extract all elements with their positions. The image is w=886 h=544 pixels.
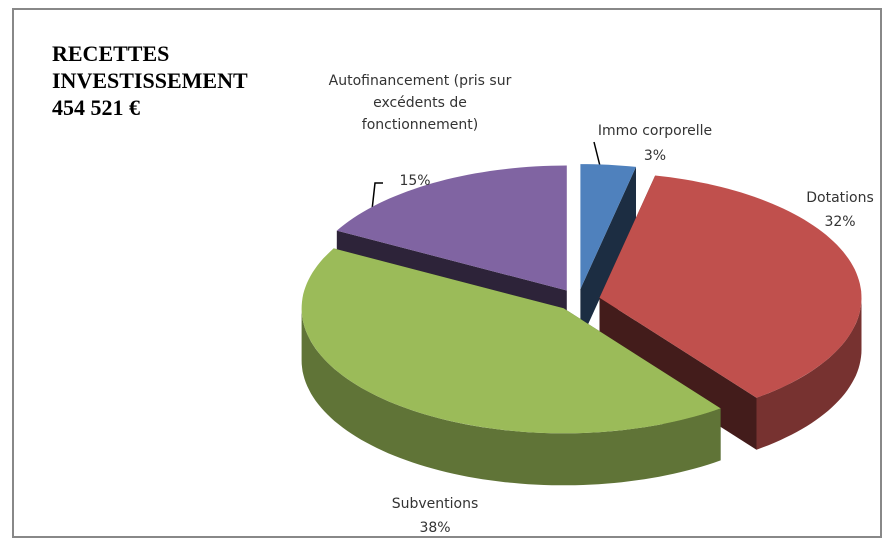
chart-title: RECETTES INVESTISSEMENT 454 521 € <box>52 40 322 121</box>
slice-wall <box>580 166 636 342</box>
value-label: 15% <box>399 173 431 189</box>
slice-side <box>301 308 721 486</box>
category-label: Immo corporelle <box>597 123 713 139</box>
category-label: Dotations <box>806 190 874 206</box>
slice <box>599 175 862 398</box>
category-label: Subventions <box>391 496 479 512</box>
slice-side <box>756 297 862 450</box>
slice <box>580 164 636 290</box>
slice <box>336 165 567 291</box>
category-label: Autofinancement (pris sur excédents de f… <box>328 73 512 133</box>
value-label: 38% <box>419 520 451 536</box>
value-label: 3% <box>643 148 667 164</box>
title: RECETTES INVESTISSEMENT <box>52 41 248 93</box>
subtitle: 454 521 € <box>52 95 140 120</box>
leader-line <box>371 182 383 211</box>
slice <box>301 248 721 434</box>
chart-frame <box>12 8 882 538</box>
value-label: 32% <box>824 214 856 230</box>
